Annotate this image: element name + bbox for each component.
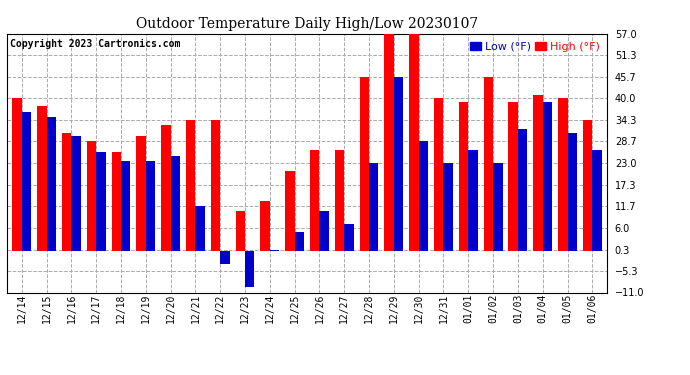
Bar <box>319 211 329 251</box>
Bar <box>409 34 419 251</box>
Bar <box>509 102 518 250</box>
Bar <box>146 161 155 250</box>
Bar <box>270 249 279 250</box>
Bar <box>295 232 304 251</box>
Bar <box>434 99 444 250</box>
Bar <box>484 77 493 251</box>
Bar <box>96 152 106 250</box>
Title: Outdoor Temperature Daily High/Low 20230107: Outdoor Temperature Daily High/Low 20230… <box>136 17 478 31</box>
Bar <box>310 150 319 250</box>
Bar <box>220 251 230 264</box>
Bar <box>87 141 96 250</box>
Bar <box>245 251 255 287</box>
Bar <box>195 206 205 251</box>
Bar <box>137 136 146 250</box>
Bar <box>459 102 469 250</box>
Bar <box>344 224 354 251</box>
Bar <box>493 163 502 250</box>
Bar <box>533 94 543 250</box>
Bar <box>22 112 31 251</box>
Bar <box>558 99 567 250</box>
Bar <box>285 171 295 250</box>
Bar <box>186 120 195 250</box>
Bar <box>583 120 592 250</box>
Bar <box>211 120 220 250</box>
Bar <box>161 125 170 251</box>
Bar <box>235 211 245 251</box>
Bar <box>112 152 121 250</box>
Bar <box>384 34 394 251</box>
Bar <box>567 133 577 251</box>
Bar <box>518 129 527 251</box>
Text: Copyright 2023 Cartronics.com: Copyright 2023 Cartronics.com <box>10 39 180 49</box>
Bar <box>419 141 428 250</box>
Bar <box>359 77 369 251</box>
Bar <box>12 99 22 250</box>
Bar <box>335 150 344 250</box>
Bar <box>71 136 81 250</box>
Bar <box>369 163 379 250</box>
Bar <box>444 163 453 250</box>
Bar <box>37 106 47 250</box>
Bar <box>543 102 552 250</box>
Bar <box>121 161 130 250</box>
Bar <box>170 156 180 251</box>
Bar <box>394 77 403 251</box>
Legend: Low (°F), High (°F): Low (°F), High (°F) <box>468 39 602 54</box>
Bar <box>260 201 270 250</box>
Bar <box>592 150 602 250</box>
Bar <box>469 150 477 250</box>
Bar <box>47 117 56 250</box>
Bar <box>62 133 71 251</box>
